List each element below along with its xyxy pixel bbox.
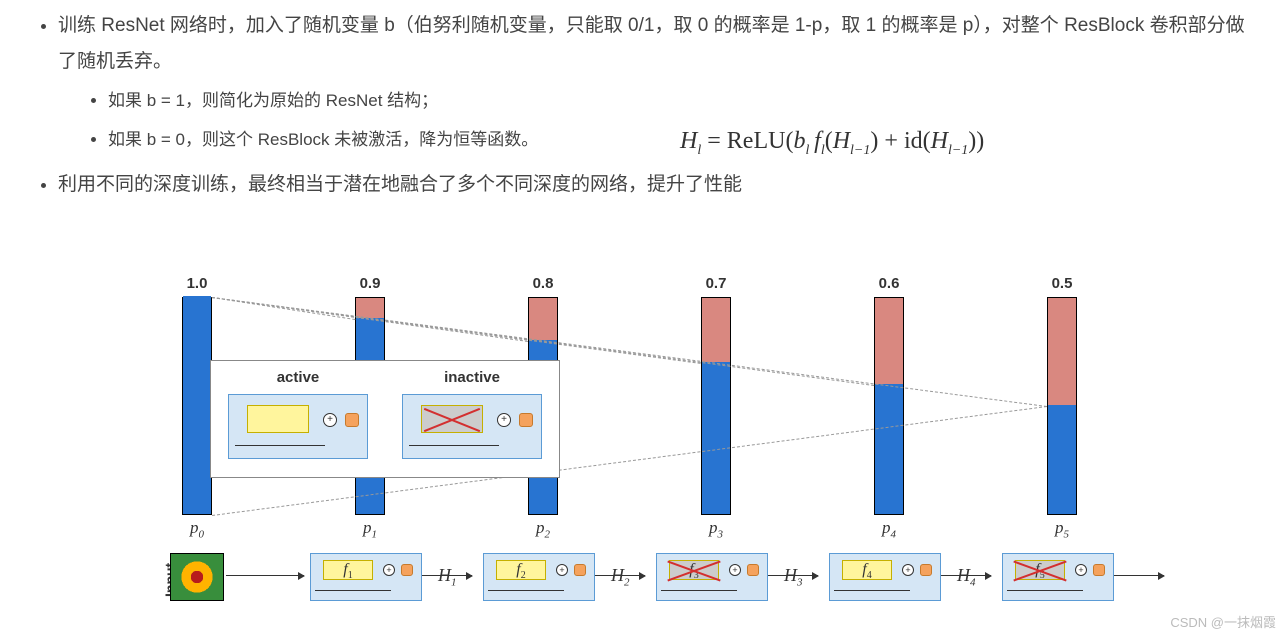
resblock-2: f2 + [483, 553, 595, 601]
add-icon: + [323, 413, 337, 427]
bar-p-label: p3 [696, 518, 736, 540]
resblock-1: f1 + [310, 553, 422, 601]
bar-blue-part [1048, 405, 1076, 514]
skip-line [1007, 590, 1083, 591]
legend-inactive-block: + [402, 394, 542, 459]
legend-active-block: + [228, 394, 368, 459]
bar-top-label: 1.0 [167, 275, 227, 292]
bar-p-label: p4 [869, 518, 909, 540]
relu-icon [747, 564, 759, 576]
skip-line [409, 445, 499, 446]
resblock-3: f3 + [656, 553, 768, 601]
h-label-4: H4 [957, 565, 976, 589]
arrow [1114, 575, 1164, 576]
bar-rect [1047, 297, 1077, 515]
skip-line [235, 445, 325, 446]
slide-content: 训练 ResNet 网络时，加入了随机变量 b（伯努利随机变量，只能取 0/1，… [0, 0, 1288, 203]
bar-blue-part [702, 362, 730, 514]
h-label-2: H2 [611, 565, 630, 589]
resblock-5: f5 + [1002, 553, 1114, 601]
arrow [226, 575, 304, 576]
relu-icon [519, 413, 533, 427]
add-icon: + [729, 564, 741, 576]
bullet-main-1-text: 训练 ResNet 网络时，加入了随机变量 b（伯努利随机变量，只能取 0/1，… [58, 15, 1245, 72]
relu-icon [401, 564, 413, 576]
bar-red-part [702, 298, 730, 364]
add-icon: + [556, 564, 568, 576]
add-icon: + [1075, 564, 1087, 576]
formula: Hl = ReLU(bl fl(Hl−1) + id(Hl−1)) [680, 128, 984, 159]
bar-p-label: p2 [523, 518, 563, 540]
bar-rect [182, 297, 212, 515]
conv-icon [247, 405, 309, 433]
relu-icon [920, 564, 932, 576]
input-image-icon [170, 553, 224, 601]
relu-icon [1093, 564, 1105, 576]
bar-p-label: p1 [350, 518, 390, 540]
bar-top-label: 0.8 [513, 275, 573, 292]
add-icon: + [383, 564, 395, 576]
bar-top-label: 0.5 [1032, 275, 1092, 292]
watermark: CSDN @一抹烟霞 [1170, 612, 1276, 631]
add-icon: + [497, 413, 511, 427]
bullet-sub-1: 如果 b = 1，则简化为原始的 ResNet 结构； [108, 86, 1258, 117]
legend-active: active + [211, 361, 385, 477]
conv-crossed-icon [421, 405, 483, 433]
bar-p-label: p5 [1042, 518, 1082, 540]
bar-red-part [875, 298, 903, 386]
bar-top-label: 0.9 [340, 275, 400, 292]
skip-line [834, 590, 910, 591]
bar-blue-part [183, 296, 211, 514]
bar-red-part [1048, 298, 1076, 407]
skip-line [315, 590, 391, 591]
bullet-main-1: 训练 ResNet 网络时，加入了随机变量 b（伯努利随机变量，只能取 0/1，… [58, 8, 1258, 155]
resnet-chain: Input f1+H1f2+H2f3+H3f4+H4f5+ [150, 553, 1150, 613]
skip-line [488, 590, 564, 591]
stochastic-depth-diagram: 1.0 p0 0.9 p1 0.8 p2 0.7 p3 0.6 p4 0.5 p5 active + … [150, 275, 1150, 620]
add-icon: + [902, 564, 914, 576]
resblock-4: f4 + [829, 553, 941, 601]
conv-f-label: f4 [842, 560, 892, 580]
conv-f-label: f3 [669, 560, 719, 580]
conv-f-label: f5 [1015, 560, 1065, 580]
bar-red-part [529, 298, 557, 342]
bar-top-label: 0.7 [686, 275, 746, 292]
relu-icon [574, 564, 586, 576]
legend-inactive: inactive + [385, 361, 559, 477]
h-label-1: H1 [438, 565, 457, 589]
bullet-main-2: 利用不同的深度训练，最终相当于潜在地融合了多个不同深度的网络，提升了性能 [58, 167, 1258, 203]
conv-f-label: f2 [496, 560, 546, 580]
legend-box: active + inactive + [210, 360, 560, 478]
conv-f-label: f1 [323, 560, 373, 580]
bar-rect [874, 297, 904, 515]
relu-icon [345, 413, 359, 427]
bar-rect [701, 297, 731, 515]
bar-p-label: p0 [177, 518, 217, 540]
bar-blue-part [875, 384, 903, 514]
skip-line [661, 590, 737, 591]
h-label-3: H3 [784, 565, 803, 589]
bar-top-label: 0.6 [859, 275, 919, 292]
